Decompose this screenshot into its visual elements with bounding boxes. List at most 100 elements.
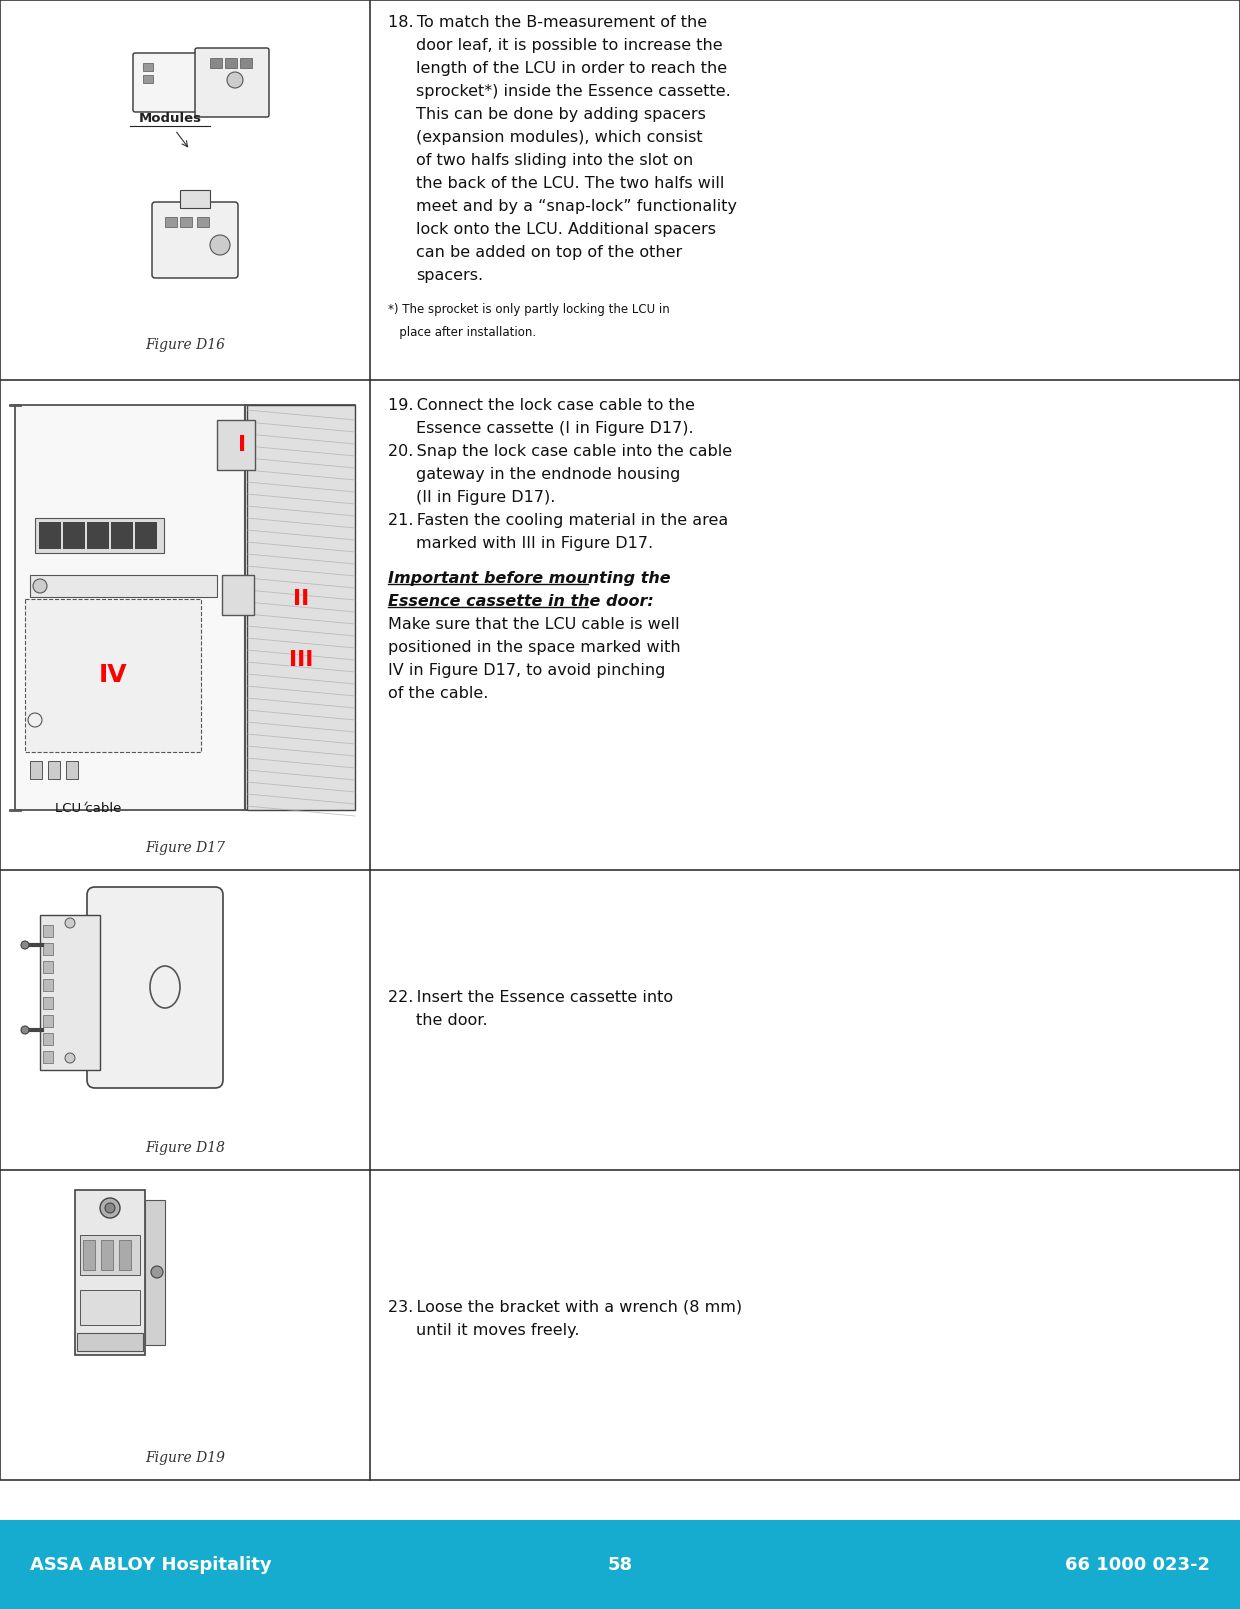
Bar — [81, 1236, 140, 1274]
Bar — [83, 1241, 95, 1270]
Bar — [43, 998, 53, 1009]
Bar — [15, 405, 355, 809]
Text: Figure D18: Figure D18 — [145, 1141, 224, 1155]
Circle shape — [227, 72, 243, 88]
Text: lock onto the LCU. Additional spacers: lock onto the LCU. Additional spacers — [415, 222, 715, 237]
Circle shape — [21, 1027, 29, 1035]
Text: 21. Fasten the cooling material in the area: 21. Fasten the cooling material in the a… — [388, 513, 728, 528]
Circle shape — [210, 235, 229, 254]
Bar — [63, 521, 86, 549]
Bar — [217, 420, 255, 470]
Text: (II in Figure D17).: (II in Figure D17). — [415, 491, 556, 505]
Text: Essence cassette in the door:: Essence cassette in the door: — [388, 594, 653, 608]
Text: III: III — [289, 650, 314, 669]
Bar — [197, 217, 210, 227]
Bar — [112, 521, 133, 549]
Bar — [224, 58, 237, 68]
Circle shape — [151, 1266, 162, 1278]
Bar — [40, 916, 100, 1070]
Bar — [87, 521, 109, 549]
Text: can be added on top of the other: can be added on top of the other — [415, 245, 682, 261]
Bar — [135, 521, 157, 549]
Bar — [180, 190, 210, 208]
FancyBboxPatch shape — [153, 203, 238, 278]
Text: Figure D17: Figure D17 — [145, 842, 224, 854]
Text: length of the LCU in order to reach the: length of the LCU in order to reach the — [415, 61, 727, 76]
Bar — [66, 761, 78, 779]
Text: I: I — [238, 434, 246, 455]
Text: This can be done by adding spacers: This can be done by adding spacers — [415, 108, 706, 122]
Text: spacers.: spacers. — [415, 269, 484, 283]
Text: of the cable.: of the cable. — [388, 685, 489, 700]
Text: IV: IV — [99, 663, 128, 687]
Text: the back of the LCU. The two halfs will: the back of the LCU. The two halfs will — [415, 175, 724, 191]
Bar — [247, 405, 355, 809]
Circle shape — [21, 941, 29, 949]
Text: 66 1000 023-2: 66 1000 023-2 — [1065, 1556, 1210, 1574]
Text: Make sure that the LCU cable is well: Make sure that the LCU cable is well — [388, 616, 680, 631]
Circle shape — [100, 1199, 120, 1218]
Bar — [48, 761, 60, 779]
Bar — [38, 521, 61, 549]
Bar — [74, 1191, 145, 1355]
Text: 20. Snap the lock case cable into the cable: 20. Snap the lock case cable into the ca… — [388, 444, 732, 459]
Text: Modules: Modules — [139, 113, 201, 126]
Text: *) The sprocket is only partly locking the LCU in: *) The sprocket is only partly locking t… — [388, 302, 670, 315]
Text: II: II — [293, 589, 309, 608]
Text: IV in Figure D17, to avoid pinching: IV in Figure D17, to avoid pinching — [388, 663, 666, 677]
Bar — [180, 217, 192, 227]
Bar — [0, 1521, 1240, 1609]
Circle shape — [33, 579, 47, 594]
Bar — [43, 961, 53, 973]
Bar — [43, 925, 53, 936]
FancyBboxPatch shape — [87, 887, 223, 1088]
Text: sprocket*) inside the Essence cassette.: sprocket*) inside the Essence cassette. — [415, 84, 730, 100]
Text: 23. Loose the bracket with a wrench (8 mm): 23. Loose the bracket with a wrench (8 m… — [388, 1300, 742, 1315]
Bar — [145, 1200, 165, 1345]
Text: gateway in the endnode housing: gateway in the endnode housing — [415, 467, 681, 483]
Text: Essence cassette (I in Figure D17).: Essence cassette (I in Figure D17). — [415, 422, 693, 436]
Bar — [30, 574, 217, 597]
Text: positioned in the space marked with: positioned in the space marked with — [388, 639, 681, 655]
Bar — [143, 63, 153, 71]
Bar — [77, 1332, 143, 1352]
Bar — [43, 943, 53, 956]
Bar — [241, 58, 252, 68]
Text: meet and by a “snap-lock” functionality: meet and by a “snap-lock” functionality — [415, 200, 737, 214]
Text: 18. To match the B-measurement of the: 18. To match the B-measurement of the — [388, 14, 707, 31]
Circle shape — [105, 1204, 115, 1213]
FancyBboxPatch shape — [133, 53, 202, 113]
Text: of two halfs sliding into the slot on: of two halfs sliding into the slot on — [415, 153, 693, 167]
Text: place after installation.: place after installation. — [388, 325, 536, 338]
Bar — [222, 574, 254, 615]
Bar — [100, 1241, 113, 1270]
Bar — [210, 58, 222, 68]
Text: door leaf, it is possible to increase the: door leaf, it is possible to increase th… — [415, 39, 723, 53]
Circle shape — [64, 1052, 74, 1064]
Bar — [143, 76, 153, 84]
Text: 58: 58 — [608, 1556, 632, 1574]
Text: 22. Insert the Essence cassette into: 22. Insert the Essence cassette into — [388, 990, 673, 1006]
Text: ASSA ABLOY Hospitality: ASSA ABLOY Hospitality — [30, 1556, 272, 1574]
Bar — [165, 217, 177, 227]
Bar — [43, 1033, 53, 1044]
Text: 19. Connect the lock case cable to the: 19. Connect the lock case cable to the — [388, 397, 694, 414]
Bar — [30, 761, 42, 779]
Bar — [35, 518, 164, 553]
Text: LCU cable: LCU cable — [55, 801, 122, 816]
Bar — [43, 1015, 53, 1027]
Text: the door.: the door. — [415, 1014, 487, 1028]
Text: Important before mounting the: Important before mounting the — [388, 571, 671, 586]
Bar — [25, 599, 201, 751]
Bar — [43, 1051, 53, 1064]
Text: marked with III in Figure D17.: marked with III in Figure D17. — [415, 536, 653, 550]
Bar — [119, 1241, 131, 1270]
FancyBboxPatch shape — [195, 48, 269, 117]
Text: (expansion modules), which consist: (expansion modules), which consist — [415, 130, 703, 145]
Bar — [81, 1290, 140, 1324]
Text: Figure D16: Figure D16 — [145, 338, 224, 352]
Circle shape — [64, 919, 74, 928]
Text: Figure D19: Figure D19 — [145, 1451, 224, 1466]
Bar — [43, 978, 53, 991]
Text: until it moves freely.: until it moves freely. — [415, 1323, 579, 1339]
